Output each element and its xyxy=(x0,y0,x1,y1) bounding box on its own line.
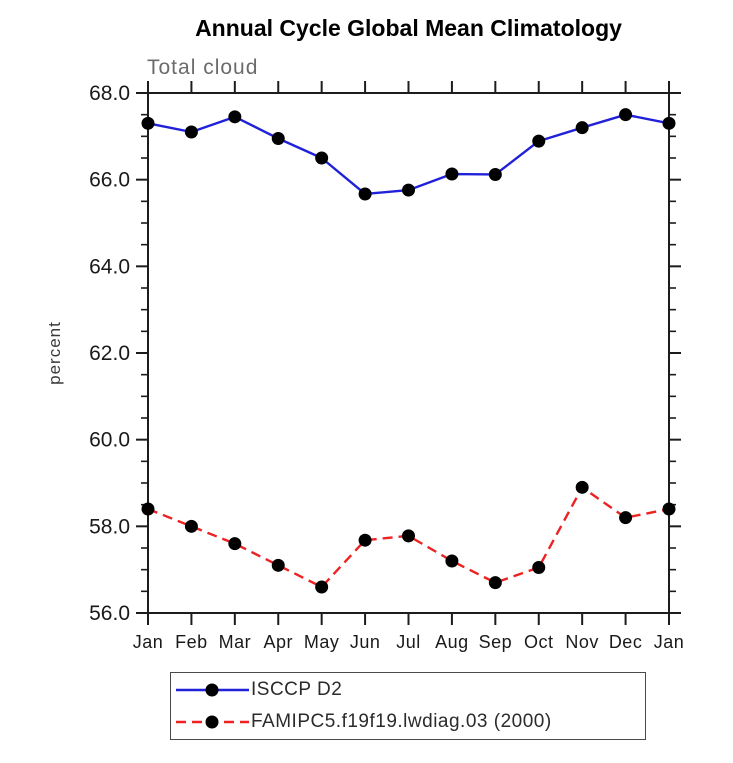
y-tick-label: 56.0 xyxy=(89,602,130,625)
legend-row-famipc5: FAMIPC5.f19f19.lwdiag.03 (2000) xyxy=(171,707,645,737)
y-axis-ticks xyxy=(136,92,681,614)
y-axis-tick-labels: 56.0 58.0 60.0 62.0 64.0 66.0 68.0 xyxy=(89,82,130,625)
legend-label-series-1: ISCCP D2 xyxy=(251,679,343,700)
legend-label-series-2: FAMIPC5.f19f19.lwdiag.03 (2000) xyxy=(251,711,552,732)
x-tick-label: Oct xyxy=(524,632,554,652)
legend-line-sample-solid-icon xyxy=(176,683,249,697)
x-tick-label: Aug xyxy=(435,632,469,652)
x-tick-label: Jul xyxy=(396,632,421,652)
chart-subtitle: Total cloud xyxy=(147,56,259,79)
x-tick-label: Apr xyxy=(263,632,293,652)
series-markers-0 xyxy=(141,108,676,201)
x-tick-label: Jun xyxy=(350,632,381,652)
y-tick-label: 60.0 xyxy=(89,429,130,452)
y-tick-label: 68.0 xyxy=(89,82,130,105)
x-tick-label: Jan xyxy=(133,632,164,652)
y-tick-label: 58.0 xyxy=(89,515,130,538)
y-tick-label: 64.0 xyxy=(89,255,130,278)
x-tick-label: Mar xyxy=(219,632,252,652)
x-tick-label: Feb xyxy=(175,632,208,652)
x-tick-label: Sep xyxy=(479,632,513,652)
x-tick-label: Nov xyxy=(565,632,599,652)
y-tick-label: 66.0 xyxy=(89,169,130,192)
x-tick-label: Jan xyxy=(654,632,685,652)
series-markers-1 xyxy=(141,480,676,594)
y-tick-label: 62.0 xyxy=(89,342,130,365)
x-tick-label: Dec xyxy=(609,632,643,652)
x-axis-tick-labels: Jan Feb Mar Apr May Jun Jul Aug Sep Oct Nov Dec Jan xyxy=(133,632,685,652)
legend-line-sample-dashed-icon xyxy=(176,715,249,729)
series-line-0 xyxy=(147,113,670,196)
x-tick-label: May xyxy=(304,632,340,652)
legend-box: ISCCP D2 FAMIPC5.f19f19.lwdiag.03 (2000) xyxy=(170,672,646,740)
x-axis-ticks xyxy=(147,81,670,625)
chart-title: Annual Cycle Global Mean Climatology xyxy=(195,15,622,41)
legend-row-isccp: ISCCP D2 xyxy=(171,675,645,705)
